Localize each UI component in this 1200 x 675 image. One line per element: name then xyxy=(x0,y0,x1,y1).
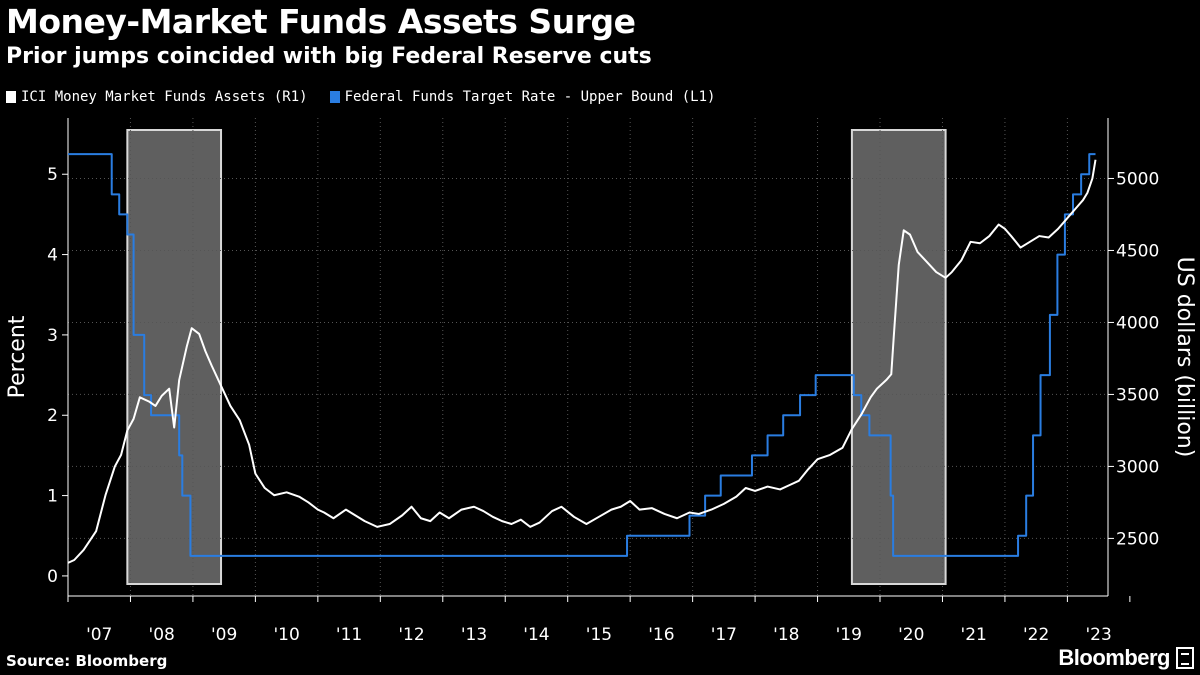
y-left-axis-title: Percent xyxy=(5,315,30,398)
legend-swatch-assets xyxy=(6,91,16,103)
shaded-period-2 xyxy=(850,129,947,585)
y-left-tick-label: 0 xyxy=(47,567,58,587)
legend-swatch-rate xyxy=(329,91,340,103)
x-tick-label: '14 xyxy=(523,625,549,645)
x-tick-label: '20 xyxy=(898,625,924,645)
x-tick-label: '10 xyxy=(273,625,299,645)
y-right-tick-label: 3500 xyxy=(1116,385,1159,405)
x-tick-label: '17 xyxy=(711,625,737,645)
y-left-tick-label: 5 xyxy=(47,165,58,185)
y-right-tick-label: 4500 xyxy=(1116,241,1159,261)
y-right-axis-title: US dollars (billion) xyxy=(1172,257,1197,458)
y-left-tick-label: 3 xyxy=(47,326,58,346)
x-tick-label: '07 xyxy=(86,625,112,645)
x-tick-label: '11 xyxy=(336,625,362,645)
source-note: Source: Bloomberg xyxy=(6,652,168,670)
x-tick-label: '22 xyxy=(1023,625,1049,645)
legend-label-assets: ICI Money Market Funds Assets (R1) xyxy=(21,89,308,105)
bloomberg-icon xyxy=(1176,647,1194,669)
chart-title: Money-Market Funds Assets Surge xyxy=(6,2,636,41)
y-right-tick-label: 2500 xyxy=(1116,529,1159,549)
series-line-mmf-assets xyxy=(67,159,1097,564)
brand-logo: Bloomberg xyxy=(1058,645,1194,671)
x-tick-label: '12 xyxy=(398,625,424,645)
chart-legend: ICI Money Market Funds Assets (R1) Feder… xyxy=(6,89,715,105)
x-tick-label: '23 xyxy=(1085,625,1111,645)
y-right-tick-label: 5000 xyxy=(1116,169,1159,189)
legend-label-rate: Federal Funds Target Rate - Upper Bound … xyxy=(344,89,716,105)
x-tick-label: '19 xyxy=(836,625,862,645)
legend-item-assets: ICI Money Market Funds Assets (R1) xyxy=(6,89,308,105)
x-tick-label: '08 xyxy=(149,625,175,645)
y-right-tick-label: 3000 xyxy=(1116,457,1159,477)
y-left-tick-label: 2 xyxy=(47,406,58,426)
legend-item-rate: Federal Funds Target Rate - Upper Bound … xyxy=(329,89,716,105)
y-left-tick-label: 4 xyxy=(47,246,58,266)
x-tick-label: '16 xyxy=(648,625,674,645)
x-tick-label: '13 xyxy=(461,625,487,645)
y-right-tick-label: 4000 xyxy=(1116,313,1159,333)
chart-subtitle: Prior jumps coincided with big Federal R… xyxy=(6,44,652,69)
brand-name: Bloomberg xyxy=(1058,645,1170,670)
x-tick-label: '21 xyxy=(961,625,987,645)
x-tick-label: '18 xyxy=(773,625,799,645)
y-left-tick-label: 1 xyxy=(47,487,58,507)
x-tick-label: '09 xyxy=(211,625,237,645)
x-tick-label: '15 xyxy=(586,625,612,645)
shaded-period-1 xyxy=(126,129,223,585)
series-line-fed-funds-rate xyxy=(68,153,1096,557)
